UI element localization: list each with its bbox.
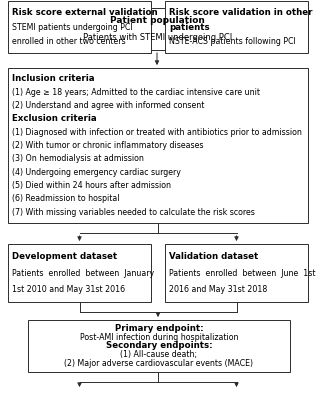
Text: (2) With tumor or chronic inflammatory diseases: (2) With tumor or chronic inflammatory d…	[12, 141, 204, 150]
Text: enrolled in other two centers: enrolled in other two centers	[12, 37, 126, 46]
Text: (6) Readmission to hospital: (6) Readmission to hospital	[12, 194, 120, 204]
Text: Risk score external validation: Risk score external validation	[12, 8, 158, 17]
Text: (5) Died within 24 hours after admission: (5) Died within 24 hours after admission	[12, 181, 171, 190]
FancyBboxPatch shape	[8, 244, 151, 302]
Text: Patients  enrolled  between  January: Patients enrolled between January	[12, 268, 154, 278]
Text: Patient population: Patient population	[110, 16, 205, 25]
Text: Risk score validation in other: Risk score validation in other	[169, 8, 313, 17]
FancyBboxPatch shape	[8, 68, 308, 223]
Text: Development dataset: Development dataset	[12, 252, 117, 261]
Text: (3) On hemodialysis at admission: (3) On hemodialysis at admission	[12, 154, 144, 163]
FancyBboxPatch shape	[55, 8, 260, 50]
Text: (7) With missing variables needed to calculate the risk scores: (7) With missing variables needed to cal…	[12, 208, 255, 217]
Text: NSTE-ACS patients following PCI: NSTE-ACS patients following PCI	[169, 37, 296, 46]
Text: STEMI patients undergoing PCI: STEMI patients undergoing PCI	[12, 22, 133, 32]
Text: Patients  enrolled  between  June  1st: Patients enrolled between June 1st	[169, 268, 315, 278]
FancyBboxPatch shape	[165, 1, 308, 53]
FancyBboxPatch shape	[28, 320, 290, 372]
Text: 2016 and May 31st 2018: 2016 and May 31st 2018	[169, 285, 267, 294]
Text: (2) Understand and agree with informed consent: (2) Understand and agree with informed c…	[12, 101, 204, 110]
Text: 1st 2010 and May 31st 2016: 1st 2010 and May 31st 2016	[12, 285, 125, 294]
Text: Patients with STEMI undergoing PCI: Patients with STEMI undergoing PCI	[83, 33, 232, 42]
Text: (4) Undergoing emergency cardiac surgery: (4) Undergoing emergency cardiac surgery	[12, 168, 181, 177]
Text: Secondary endpoints:: Secondary endpoints:	[106, 342, 212, 350]
Text: Inclusion criteria: Inclusion criteria	[12, 74, 94, 83]
FancyBboxPatch shape	[165, 244, 308, 302]
Text: Primary endpoint:: Primary endpoint:	[115, 324, 203, 333]
Text: Exclusion criteria: Exclusion criteria	[12, 114, 97, 123]
Text: (2) Major adverse cardiovascular events (MACE): (2) Major adverse cardiovascular events …	[64, 359, 254, 368]
FancyBboxPatch shape	[8, 1, 151, 53]
Text: Validation dataset: Validation dataset	[169, 252, 258, 261]
Text: (1) Age ≥ 18 years; Admitted to the cardiac intensive care unit: (1) Age ≥ 18 years; Admitted to the card…	[12, 88, 260, 96]
Text: (1) Diagnosed with infection or treated with antibiotics prior to admission: (1) Diagnosed with infection or treated …	[12, 128, 302, 137]
Text: (1) All-cause death;: (1) All-cause death;	[120, 350, 197, 359]
Text: patients: patients	[169, 22, 210, 32]
Text: Post-AMI infection during hospitalization: Post-AMI infection during hospitalizatio…	[80, 333, 238, 342]
